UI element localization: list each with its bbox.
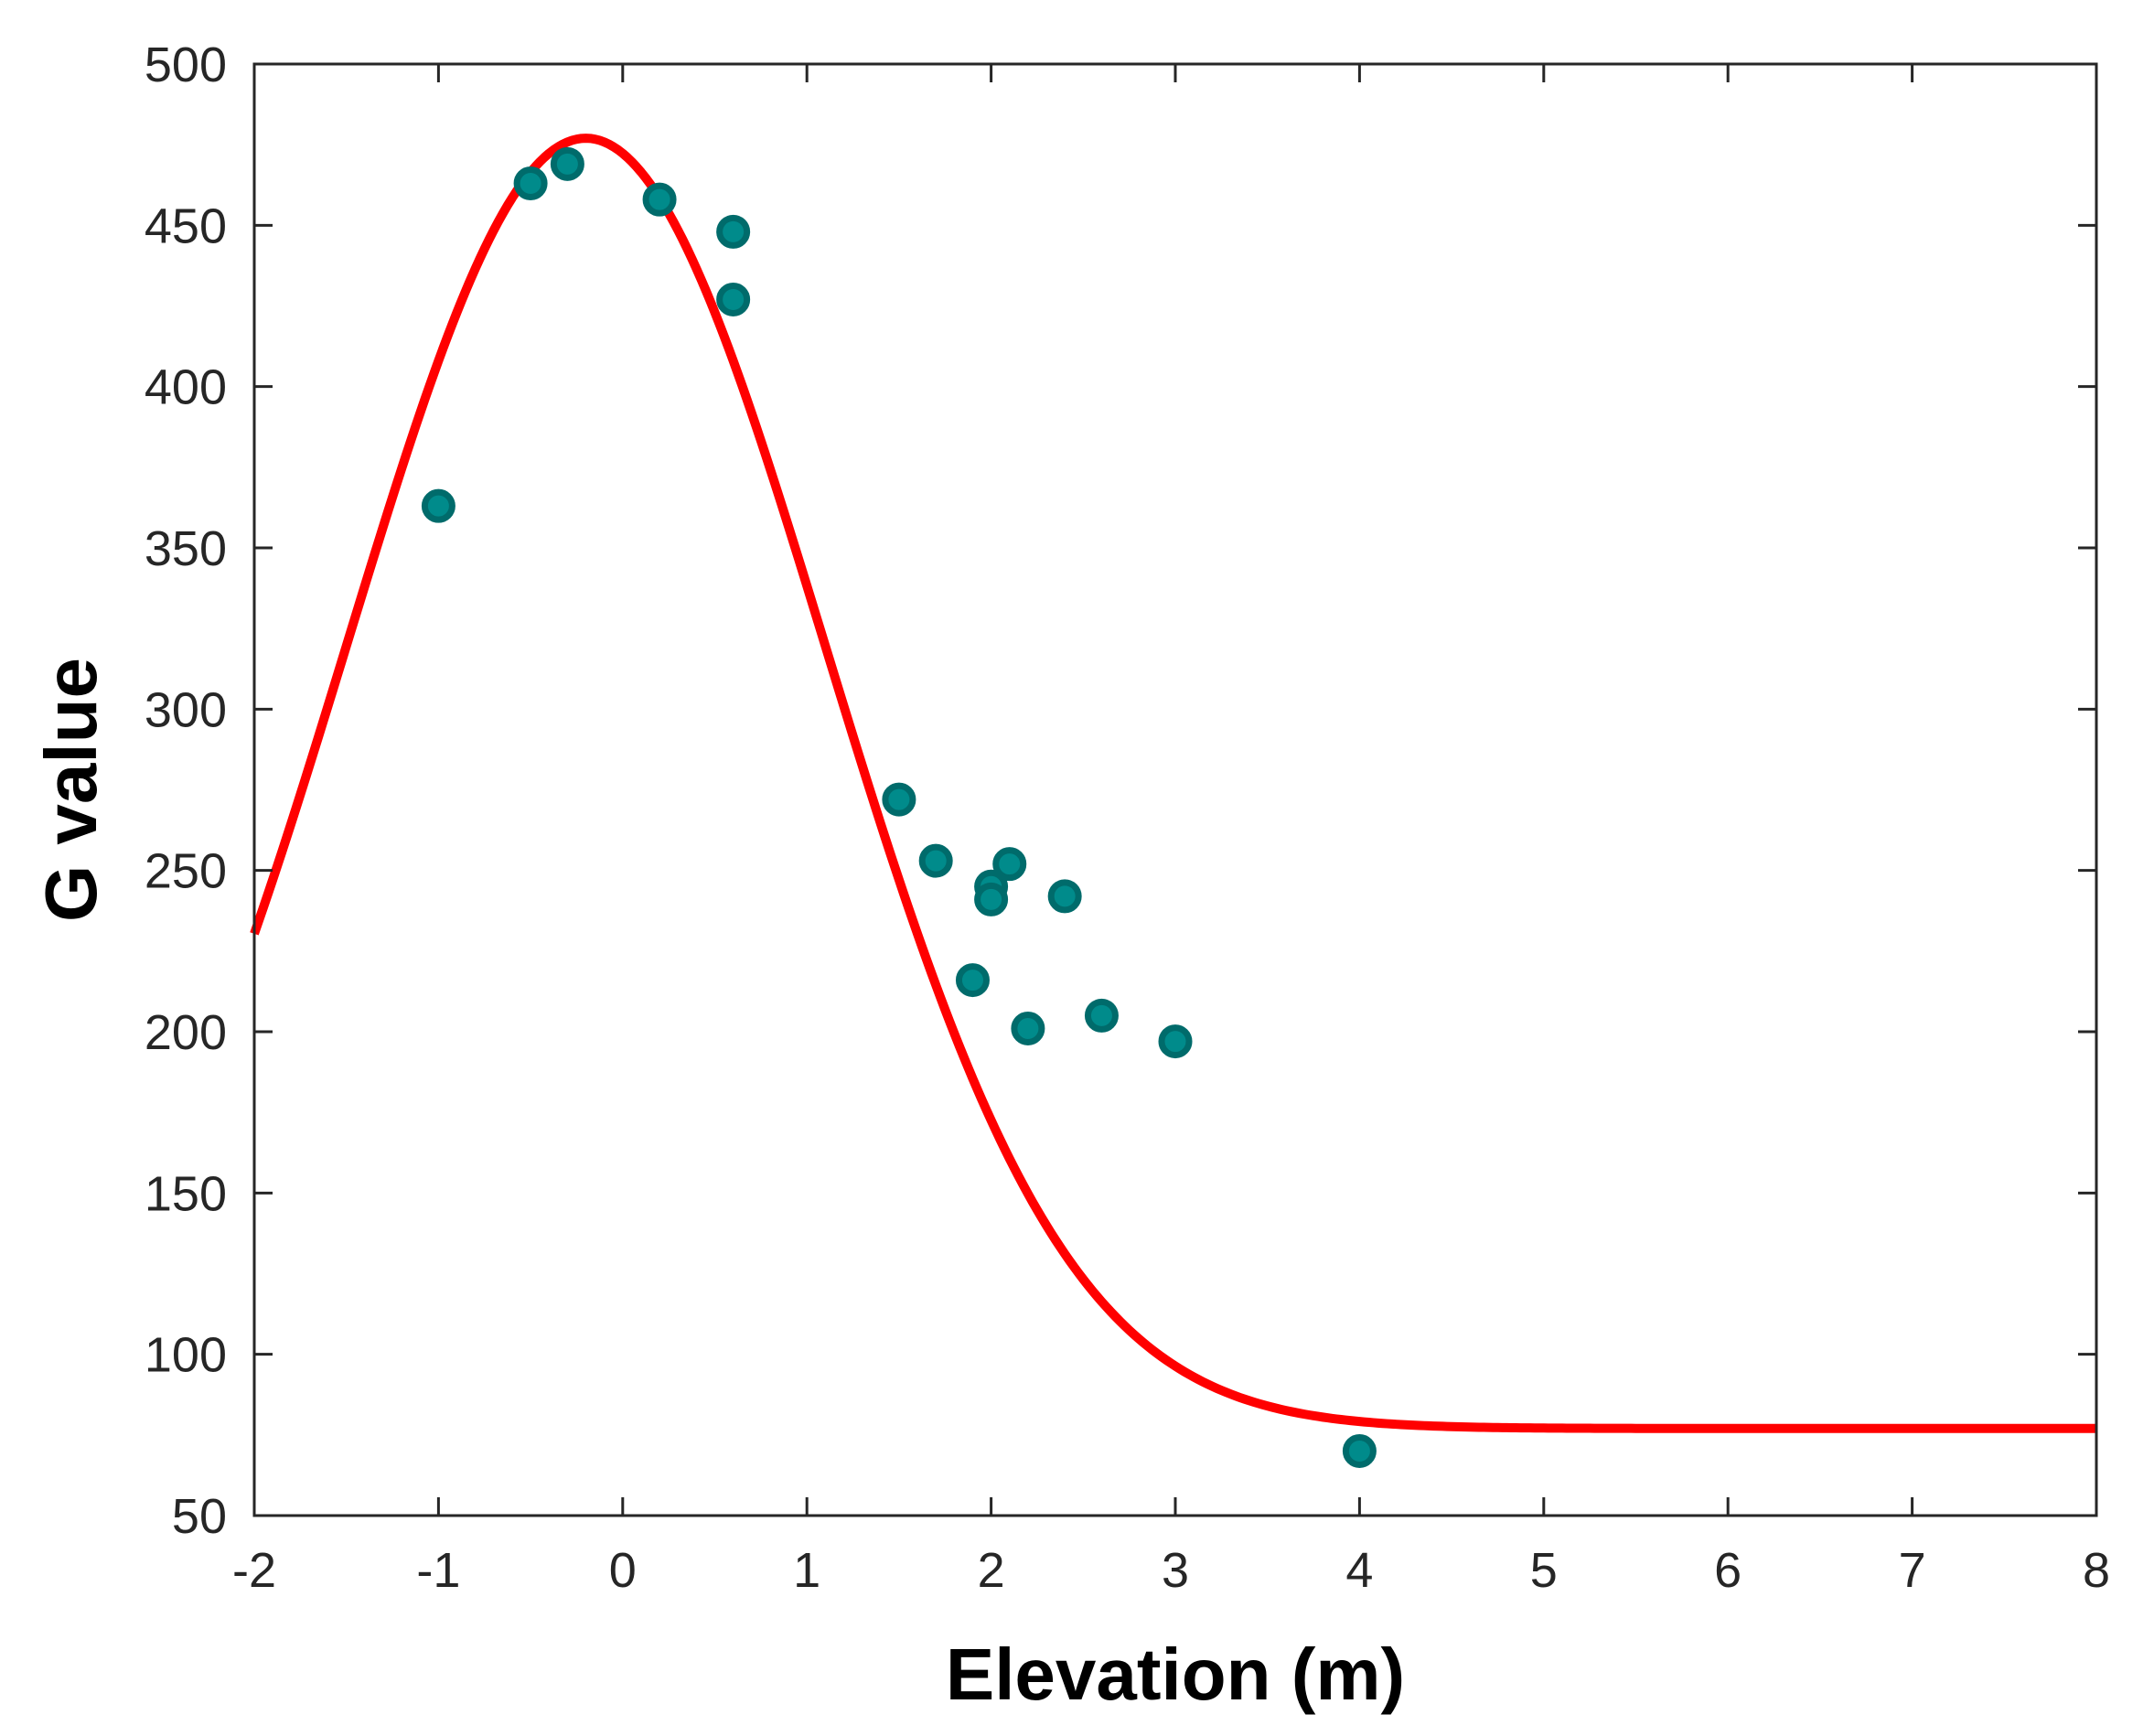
x-tick-label: -2: [232, 1543, 276, 1598]
x-tick-label: 3: [1162, 1543, 1189, 1598]
y-tick-label: 250: [145, 844, 227, 899]
y-axis-label: G value: [30, 658, 112, 922]
x-tick-label: 4: [1345, 1543, 1373, 1598]
y-tick-label: 350: [145, 521, 227, 576]
y-tick-label: 50: [172, 1489, 227, 1544]
data-point: [974, 882, 1009, 916]
fit-curve-layer: [250, 134, 2096, 1433]
x-tick-label: 0: [609, 1543, 637, 1598]
data-point: [421, 488, 455, 523]
y-tick-label: 150: [145, 1166, 227, 1221]
data-point: [992, 847, 1027, 882]
x-tick-label: 1: [793, 1543, 820, 1598]
data-point: [882, 782, 916, 817]
data-point: [1158, 1024, 1193, 1059]
y-tick-label: 400: [145, 360, 227, 415]
y-tick-label: 200: [145, 1005, 227, 1060]
data-point: [1342, 1433, 1377, 1468]
data-point: [1047, 879, 1082, 914]
x-tick-label: 7: [1899, 1543, 1926, 1598]
plot-background: [254, 64, 2096, 1516]
x-tick-label: 6: [1714, 1543, 1741, 1598]
data-point: [513, 166, 548, 200]
data-point: [716, 214, 751, 249]
y-tick-label: 500: [145, 38, 227, 92]
data-point: [1011, 1011, 1045, 1045]
x-tick-label: 8: [2083, 1543, 2110, 1598]
data-point: [918, 843, 953, 878]
x-tick-label: 5: [1530, 1543, 1558, 1598]
axes-layer: -2 -1 0 1 2 3 4 5 6 7 8 50 100 150 200 250 300 350 400 450 5…: [145, 38, 2110, 1598]
y-tick-label: 450: [145, 198, 227, 253]
x-axis-label: Elevation (m): [946, 1634, 1405, 1715]
x-tick-label: 2: [978, 1543, 1005, 1598]
y-tick-label: 100: [145, 1328, 227, 1383]
data-point: [642, 182, 677, 217]
data-point: [716, 282, 751, 316]
data-points-layer: [421, 146, 1377, 1468]
data-point: [955, 963, 990, 998]
plot-area: [254, 64, 2096, 1516]
y-tick-label: 300: [145, 682, 227, 737]
x-tick-label: -1: [416, 1543, 460, 1598]
data-point: [1084, 998, 1119, 1033]
data-point: [550, 146, 584, 181]
fit-curve: [250, 134, 2096, 1433]
